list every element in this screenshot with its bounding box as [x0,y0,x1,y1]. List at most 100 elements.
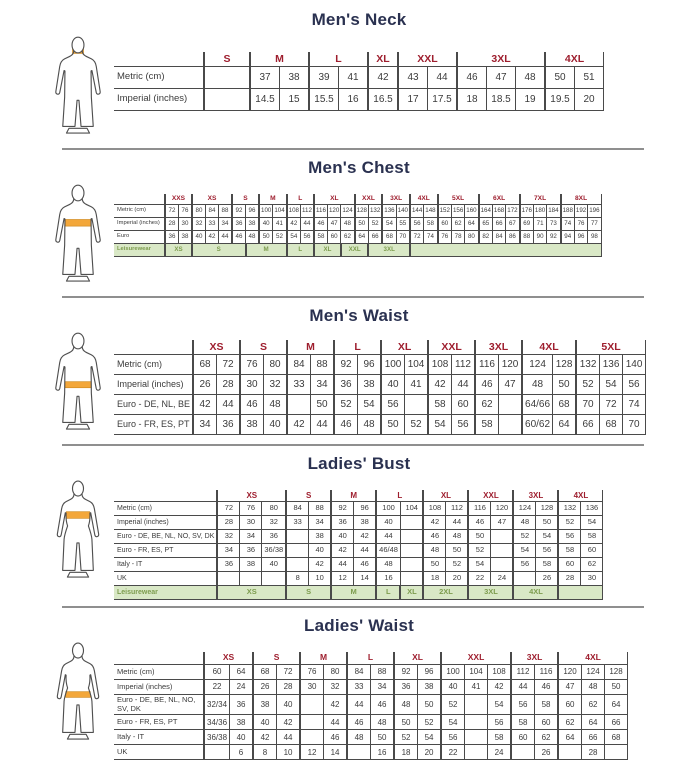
size-value: 74 [559,216,575,231]
size-value: 56 [487,714,512,731]
size-value: 52 [417,714,442,731]
size-value: 58 [535,557,559,573]
size-value: 70 [575,394,601,416]
size-header-xs: XS [216,490,287,503]
table-row: Metric (cm) 60 64 68 72 76 80 84 88 92 96 100 104 108… [114,663,629,680]
size-value: 100 [440,663,466,680]
size-value: 41 [338,66,369,90]
leisure-size-3xl: 3XL [467,585,514,601]
size-value: 50 [258,229,274,244]
section-divider [62,148,644,150]
size-value: 17.5 [427,88,458,112]
figure-base [65,127,91,134]
size-value: 55 [395,216,411,231]
size-value: 92 [231,203,246,218]
size-table: XXS XS S M L XL XXL 3XL 4XL 5XL 6XL 7XL 8XL Metric (c… [114,194,602,257]
size-value: 52 [575,374,601,396]
ladies-bust-table: XS S M L XL XXL 3XL 4XL Metric (cm) 72 76 80 84 88 92 9… [110,490,672,601]
size-table: XS S M L XL XXL 3XL 4XL Metric (cm) 72 76 80 84 88 92 9… [114,490,604,601]
table-corner [114,52,205,68]
table-row: Euro 36 38 40 42 44 46 48 50 52 54 56 58 60 62 64 66 68 70… [114,229,602,244]
size-value [399,571,424,587]
size-value: 30 [580,571,604,587]
size-value: 120 [490,501,514,517]
size-value: 38 [252,693,278,716]
female-figure [56,480,100,578]
size-value: 60 [326,229,342,244]
size-header-xl: XL [312,194,356,205]
size-value: 116 [313,203,328,218]
size-value: 26 [534,744,559,761]
size-value: 22 [203,678,231,695]
size-value: 88 [518,229,534,244]
leisure-size-m: M [244,242,288,257]
size-value: 86 [505,229,521,244]
male-figure [55,36,101,134]
size-value: 140 [622,354,647,376]
size-value: 36 [216,557,241,573]
size-value: 46 [534,678,559,695]
size-value: 52 [512,529,537,545]
size-value: 104 [399,501,424,517]
size-value: 76 [299,663,325,680]
size-value: 96 [357,354,382,376]
leisure-size-4xl: 4XL [512,585,559,601]
size-value: 60 [203,663,231,680]
size-value: 36 [216,414,241,436]
size-value: 36 [239,543,263,559]
size-value [490,557,514,573]
size-value [286,394,312,416]
size-value [285,557,310,573]
size-value: 60 [451,394,476,416]
size-value: 38 [239,414,265,436]
size-value: 40 [330,529,355,545]
size-value: 14 [353,571,377,587]
size-value: 132 [557,501,582,517]
size-value: 40 [380,374,406,396]
row-label: Imperial (inches) [114,88,205,112]
size-value [512,571,537,587]
size-value: 52 [333,394,359,416]
section-title-mens-neck: Men's Neck [311,10,407,29]
size-value: 56 [380,394,406,416]
leisure-size-blank [408,242,602,257]
size-value: 58 [313,229,328,244]
size-value: 42 [323,693,348,716]
size-value: 58 [534,693,559,716]
size-value: 38 [245,216,260,231]
size-value: 156 [450,203,466,218]
size-value: 84 [285,501,310,517]
size-value: 44 [510,678,536,695]
size-header-xl: XL [393,652,442,665]
male-figure-neck [46,36,110,142]
size-value: 56 [535,543,559,559]
row-label: Euro - FR, ES, PT [114,414,194,436]
size-value: 48 [340,216,356,231]
size-value: 54 [381,216,397,231]
section-title-ladies-waist: Ladies' Waist [304,616,414,636]
leisure-size-blank [557,585,604,601]
size-value [557,744,583,761]
size-value: 60 [436,216,452,231]
figure-head [71,36,85,54]
size-value: 116 [534,663,559,680]
leisure-size-3xl: 3XL [367,242,411,257]
size-value: 96 [417,663,442,680]
size-value [285,529,310,545]
ladies-waist-table: XS S M L XL XXL 3XL 4XL Metric (cm) 60 64 68 72 76 80 8… [110,652,672,761]
size-value [464,714,489,731]
size-value: 72 [276,663,301,680]
size-value: 80 [323,663,348,680]
size-value: 56 [622,374,647,396]
size-value: 176 [518,203,534,218]
size-value: 100 [258,203,274,218]
size-value: 28 [581,744,606,761]
row-label: Metric (cm) [114,354,194,376]
figure-head [71,184,85,202]
size-value: 74 [423,229,439,244]
size-value: 68 [599,414,624,436]
size-value: 44 [323,714,348,731]
size-value: 38 [239,557,263,573]
size-header-xs: XS [202,652,254,665]
size-value: 44 [330,557,355,573]
